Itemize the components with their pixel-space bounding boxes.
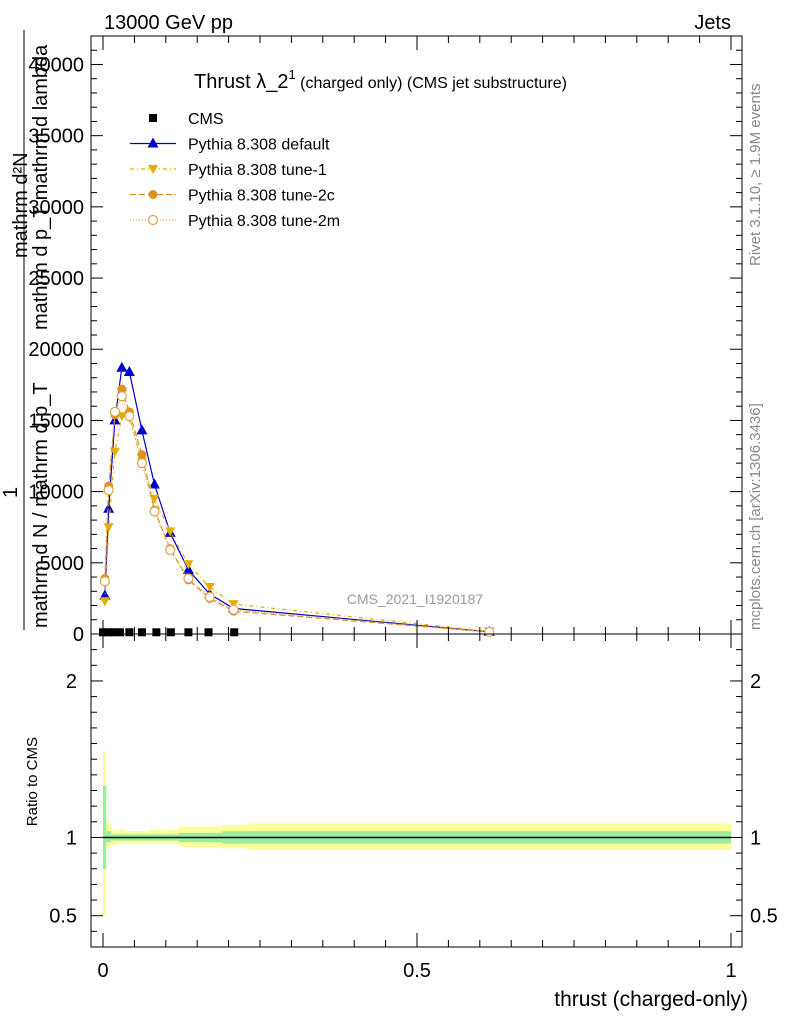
data-point [204, 628, 213, 637]
x-tick-label: 1 [725, 960, 736, 982]
data-point [116, 391, 127, 402]
legend-entry: Pythia 8.308 default [130, 137, 330, 154]
data-point [99, 597, 110, 607]
data-point [125, 628, 134, 637]
main-ylabel: mathrm d²N mathrm d p_T mathrm d lambda … [0, 30, 52, 630]
data-point [136, 424, 148, 435]
data-point [124, 411, 135, 422]
data-point [104, 628, 113, 637]
legend-marker [148, 165, 158, 174]
data-point [484, 626, 495, 637]
data-point [204, 591, 215, 603]
uncertainty-band-inner [106, 831, 112, 843]
data-point [184, 628, 193, 637]
ratio-axes: 0.5 0.5 1 1 2 2 0 0.5 1 [49, 634, 778, 982]
data-point [165, 544, 176, 556]
data-point [228, 604, 239, 615]
ratio-y-tick-label-right: 1 [750, 827, 761, 849]
data-point [117, 384, 127, 394]
ratio-y-tick-label: 2 [66, 671, 77, 693]
legend-marker [147, 137, 159, 148]
legend-entry: Pythia 8.308 tune-2c [130, 188, 335, 205]
uncertainty-band-inner [103, 785, 107, 869]
ratio-ylabel: Ratio to CMS [24, 737, 41, 826]
legend-entry: Pythia 8.308 tune-1 [130, 162, 327, 179]
data-point [103, 502, 115, 513]
y-tick-label: 25000 [28, 268, 84, 290]
legend-entry: Pythia 8.308 tune-2m [130, 213, 340, 230]
legend-marker [147, 214, 159, 226]
ratio-y-tick-label: 0.5 [49, 906, 77, 928]
ratio-frame [90, 633, 743, 948]
data-point [116, 361, 128, 372]
data-point [103, 485, 114, 496]
main-axes: 0 5000 10000 15000 20000 25000 30000 35000 40000 [28, 36, 742, 646]
data-point [137, 450, 147, 460]
legend-label: Pythia 8.308 tune-1 [188, 162, 327, 179]
series-line [104, 387, 490, 633]
data-point [183, 573, 194, 584]
data-point [204, 583, 215, 593]
legend: CMS Pythia 8.308 default Pythia 8.308 tune… [130, 111, 340, 230]
legend-marker [149, 114, 157, 122]
ylabel-line-1: mathrm d²N [10, 152, 32, 258]
data-point [136, 458, 148, 469]
ratio-y-tick-label-right: 0.5 [750, 906, 778, 928]
ylabel-line-2: mathrm d p_T mathrm d lambda [30, 44, 52, 330]
y-tick-label: 40000 [28, 54, 84, 76]
y-tick-label: 35000 [28, 126, 84, 148]
y-tick-label: 5000 [40, 553, 85, 575]
main-panel: 0 5000 10000 15000 20000 25000 30000 35000 40000… [0, 30, 743, 646]
series-line [104, 394, 490, 633]
data-point [99, 576, 110, 587]
ratio-bands [103, 751, 731, 916]
legend-label: CMS [188, 111, 224, 128]
data-point [99, 589, 111, 600]
rivet-version-label: Rivet 3.1.10, ≥ 1.9M events [747, 84, 764, 267]
data-point [165, 527, 176, 537]
y-tick-label: 0 [73, 624, 84, 646]
data-point [137, 628, 146, 637]
data-point [228, 600, 239, 610]
ratio-y-tick-label: 1 [66, 827, 77, 849]
data-point [115, 628, 124, 637]
plot-title: Thrust λ_21 (charged only) (CMS jet subs… [194, 67, 567, 93]
data-point [149, 506, 160, 517]
data-point [148, 478, 160, 489]
data-point [152, 628, 161, 637]
data-point [109, 414, 121, 425]
data-point [109, 628, 118, 637]
y-tick-label: 10000 [28, 482, 84, 504]
ylabel-line-4: mathrm d N / mathrm d p_T [30, 382, 52, 628]
legend-label: Pythia 8.308 tune-2m [188, 213, 340, 230]
main-data-layer [99, 361, 495, 637]
data-point [183, 560, 194, 570]
data-point [109, 447, 120, 457]
x-tick-label: 0.5 [403, 960, 431, 982]
data-point [109, 406, 121, 417]
data-point [166, 628, 175, 637]
ylabel-line-3: 1 [0, 487, 22, 498]
ratio-panel: 0.5 0.5 1 1 2 2 0 0.5 1 Ratio to CMS thrust (cha… [24, 633, 778, 1011]
legend-label: Pythia 8.308 default [188, 137, 330, 154]
series-1 [99, 628, 239, 637]
legend-marker [148, 190, 158, 199]
y-tick-label: 20000 [28, 339, 84, 361]
category-label: Jets [694, 12, 731, 34]
legend-label: Pythia 8.308 tune-2c [188, 188, 335, 205]
data-point [123, 366, 135, 377]
y-tick-label: 30000 [28, 197, 84, 219]
y-tick-label: 15000 [28, 410, 84, 432]
x-tick-label: 0 [97, 960, 108, 982]
data-point [103, 523, 114, 533]
x-axis-label: thrust (charged-only) [554, 988, 748, 1011]
source-label: mcplots.cern.ch [arXiv:1306.3436] [747, 403, 764, 630]
analysis-watermark: CMS_2021_I1920187 [347, 591, 483, 607]
series-line [104, 415, 490, 632]
ratio-y-tick-label-right: 2 [750, 671, 761, 693]
data-point [230, 628, 239, 637]
energy-label: 13000 GeV pp [104, 12, 233, 34]
legend-entry: CMS [149, 111, 224, 128]
